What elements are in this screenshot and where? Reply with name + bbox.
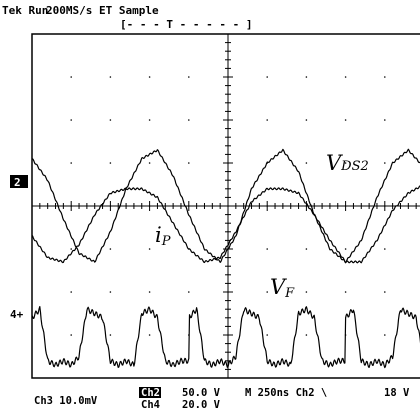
grid-dot — [70, 291, 72, 293]
ch2-scale-readout: 50.0 V — [182, 387, 221, 399]
grid-dot — [344, 162, 347, 164]
grid-dot — [344, 291, 347, 293]
grid-dot — [305, 162, 308, 164]
ch2-label-box — [139, 387, 161, 398]
grid-dot — [266, 76, 269, 78]
grid-dot — [70, 334, 72, 336]
ch3-scale-readout: Ch3 10.0mV — [34, 395, 98, 407]
grid-dot — [109, 162, 112, 164]
grid-dot — [109, 76, 112, 78]
grid-dot — [384, 291, 386, 293]
trigger-position-bar: [- - - T - - - - - ] — [120, 18, 252, 31]
grid-dot — [305, 248, 308, 250]
ch4-scale-readout: 20.0 V — [182, 399, 221, 411]
grid-dot — [384, 162, 386, 164]
grid-dot — [148, 119, 151, 121]
grid-dot — [305, 76, 308, 78]
trace-ip — [31, 185, 420, 264]
ch2-ground-marker-label: 2 — [14, 176, 21, 189]
grid-dot — [344, 119, 347, 121]
grid-dot — [109, 119, 112, 121]
grid-dot — [305, 119, 308, 121]
waveform-traces — [31, 148, 420, 369]
grid-dot — [188, 119, 190, 121]
grid-dot — [266, 334, 269, 336]
grid-dot — [344, 76, 347, 78]
grid-dot — [109, 248, 112, 250]
grid-dot — [266, 248, 269, 250]
grid-dot — [109, 291, 112, 293]
grid-dot — [384, 76, 386, 78]
grid-dot — [148, 248, 151, 250]
grid-dot — [148, 76, 151, 78]
trace-vds2 — [31, 148, 420, 264]
grid-dot — [344, 248, 347, 250]
ch4-label: Ch4 — [141, 399, 160, 411]
grid-dot — [70, 119, 72, 121]
timebase-readout: M 250ns Ch2 \ — [245, 387, 327, 399]
grid-dot — [70, 76, 72, 78]
grid-dot — [188, 76, 190, 78]
grid-dot — [148, 334, 151, 336]
label-ip: iP — [155, 223, 171, 249]
trigger-level-readout: 18 V — [384, 387, 410, 399]
grid-dot — [148, 162, 151, 164]
trace-vf — [31, 306, 420, 369]
grid-dot — [266, 291, 269, 293]
grid-dot — [384, 334, 386, 336]
grid-dot — [384, 119, 386, 121]
label-vf: VF — [270, 275, 295, 301]
grid-dot — [70, 248, 72, 250]
grid-dot — [305, 334, 308, 336]
grid-dot — [305, 291, 308, 293]
graticule-grid — [31, 33, 420, 379]
grid-dot — [188, 291, 190, 293]
ch4-ground-marker: 4+ — [10, 308, 24, 321]
sample-rate: 200MS/s ET Sample — [46, 4, 159, 17]
grid-dot — [70, 162, 72, 164]
grid-dot — [109, 334, 112, 336]
ch2-ground-marker — [10, 175, 28, 188]
grid-dot — [384, 248, 386, 250]
ch2-label: Ch2 — [141, 387, 160, 399]
grid-dot — [266, 119, 269, 121]
label-vds2: VDS2 — [326, 151, 369, 175]
grid-dot — [148, 291, 151, 293]
grid-dot — [188, 162, 190, 164]
acquisition-status: Tek Run — [2, 4, 48, 17]
